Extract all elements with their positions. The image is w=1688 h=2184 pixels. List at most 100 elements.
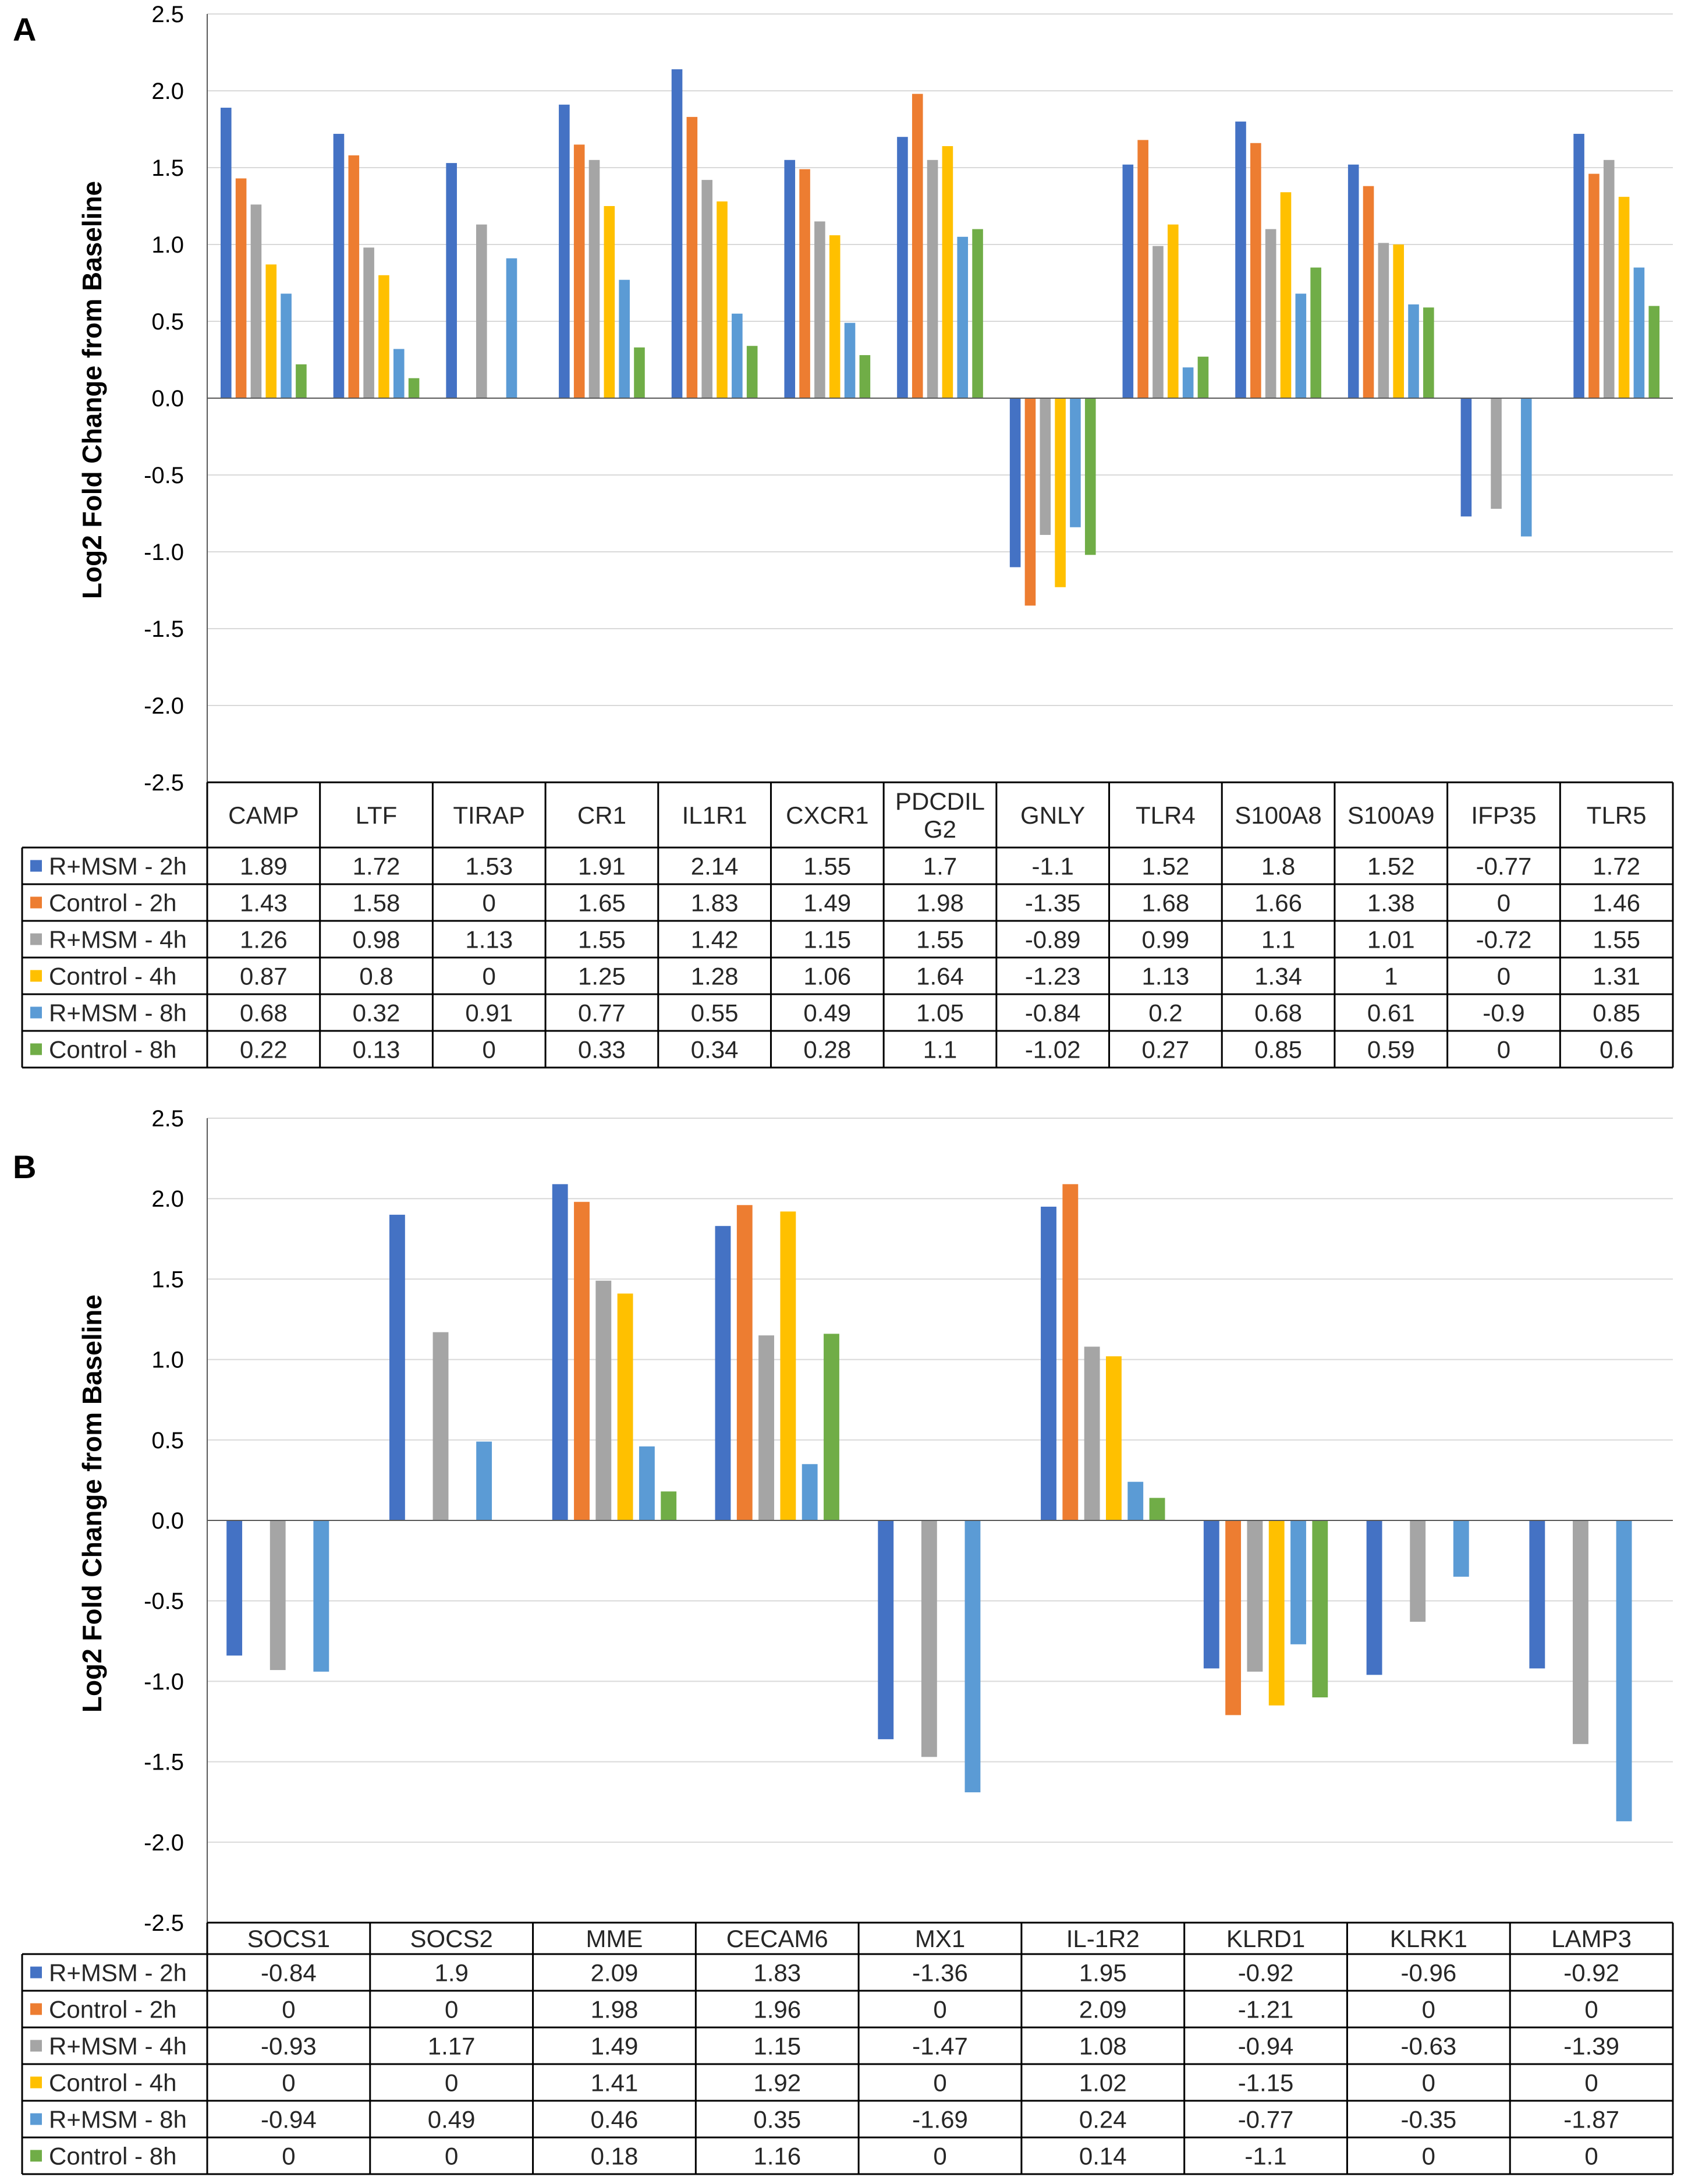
bar-il-1r2-r-msm-8h <box>1127 1481 1144 1520</box>
category-label: G2 <box>924 816 956 843</box>
data-value: 0.55 <box>691 999 739 1027</box>
bar-ltf-control-2h <box>348 155 360 398</box>
bar-s100a8-r-msm-8h <box>1295 293 1307 398</box>
bar-cxcr1-r-msm-2h <box>784 159 796 398</box>
bar-pdcdilg2-control-2h <box>912 94 923 398</box>
data-value: 0.6 <box>1600 1036 1633 1063</box>
category-label: PDCDIL <box>895 788 985 815</box>
data-value: 1.55 <box>578 926 626 953</box>
bar-mme-r-msm-8h <box>639 1446 655 1520</box>
data-value: -1.69 <box>912 2106 968 2133</box>
data-value: 0 <box>483 1036 496 1063</box>
legend-label: Control - 8h <box>49 1036 176 1063</box>
data-value: -0.77 <box>1238 2106 1294 2133</box>
data-value: -0.96 <box>1400 1959 1456 1987</box>
data-value: 0.68 <box>1254 999 1302 1027</box>
bar-tlr5-r-msm-8h <box>1633 267 1645 398</box>
data-value: 0 <box>1422 2069 1435 2097</box>
category-label: CXCR1 <box>786 802 868 829</box>
data-value: 0 <box>1422 2143 1435 2170</box>
bar-pdcdilg2-control-4h <box>942 146 953 399</box>
data-value: 1.1 <box>1261 926 1295 953</box>
data-value: -1.87 <box>1563 2106 1619 2133</box>
data-value: 1.58 <box>353 889 400 917</box>
bar-lamp3-r-msm-2h <box>1529 1520 1545 1669</box>
data-value: 2.09 <box>1079 1996 1127 2023</box>
bar-cxcr1-control-4h <box>829 235 841 398</box>
data-value: 0 <box>933 2069 946 2097</box>
bar-gnly-control-4h <box>1055 398 1066 587</box>
data-value: -0.72 <box>1476 926 1532 953</box>
bar-socs1-r-msm-4h <box>269 1520 286 1671</box>
data-value: 0.46 <box>591 2106 639 2133</box>
data-value: 1.49 <box>591 2033 639 2060</box>
data-value: 2.09 <box>591 1959 639 1987</box>
y-tick-label: -0.5 <box>144 1589 184 1614</box>
bar-tlr5-control-8h <box>1648 306 1660 398</box>
bar-cecam6-control-4h <box>780 1211 796 1520</box>
bar-s100a9-r-msm-4h <box>1378 243 1389 398</box>
bar-ltf-r-msm-8h <box>393 349 405 398</box>
data-value: 1.55 <box>803 853 851 880</box>
category-label: IL-1R2 <box>1066 1925 1140 1952</box>
data-value: 1.02 <box>1079 2069 1127 2097</box>
bar-klrd1-control-2h <box>1225 1520 1242 1715</box>
bar-s100a9-r-msm-8h <box>1408 304 1419 398</box>
bar-pdcdilg2-control-8h <box>972 229 983 398</box>
data-value: 1.43 <box>240 889 288 917</box>
bar-mme-r-msm-2h <box>552 1184 568 1520</box>
data-value: 1.53 <box>465 853 513 880</box>
category-label: SOCS2 <box>410 1925 492 1952</box>
data-value: 0 <box>1422 1996 1435 2023</box>
data-value: -0.84 <box>1025 999 1081 1027</box>
data-value: 1.55 <box>1593 926 1640 953</box>
data-value: 1.15 <box>753 2033 801 2060</box>
bar-socs2-r-msm-8h <box>476 1441 492 1520</box>
bar-cr1-control-8h <box>634 347 645 398</box>
bar-mx1-r-msm-4h <box>921 1520 937 1757</box>
data-value: 0.77 <box>578 999 626 1027</box>
chart-a: 2.5 2.0 1.5 1.0 0.5 0.0 -0.5 -1.0 -1.5 -2.0 -2.5 CA… <box>21 2 1674 1069</box>
data-value: 1.16 <box>753 2143 801 2170</box>
bar-s100a8-control-4h <box>1280 192 1292 398</box>
bar-il1r1-r-msm-4h <box>701 180 712 398</box>
data-value: 0.61 <box>1367 999 1415 1027</box>
bar-klrd1-r-msm-8h <box>1290 1520 1306 1644</box>
data-value: 0 <box>1497 889 1510 917</box>
bar-tirap-r-msm-2h <box>446 163 457 398</box>
category-label: CECAM6 <box>726 1925 828 1952</box>
data-value: 1.66 <box>1254 889 1302 917</box>
bar-s100a9-control-8h <box>1423 307 1434 398</box>
data-value: 1.52 <box>1367 853 1415 880</box>
y-tick-label: -1.5 <box>144 1750 184 1775</box>
bar-cr1-r-msm-4h <box>588 159 600 398</box>
legend-label: Control - 4h <box>49 963 176 990</box>
data-value: 0.35 <box>753 2106 801 2133</box>
y-tick-label: 0.5 <box>151 309 184 335</box>
bar-gnly-r-msm-4h <box>1040 398 1051 535</box>
data-value: 0 <box>933 2143 946 2170</box>
data-value: 0.68 <box>240 999 288 1027</box>
bar-tlr4-control-8h <box>1197 356 1209 398</box>
legend-key <box>30 860 42 872</box>
data-value: 1.91 <box>578 853 626 880</box>
data-value: 0.87 <box>240 963 288 990</box>
bar-s100a9-r-msm-2h <box>1347 164 1359 398</box>
data-value: 1.26 <box>240 926 288 953</box>
data-value: 1.34 <box>1254 963 1302 990</box>
data-value: -0.35 <box>1400 2106 1456 2133</box>
y-tick-label: 0.0 <box>151 1508 184 1534</box>
bar-cxcr1-r-msm-8h <box>844 322 856 398</box>
data-value: 1.17 <box>428 2033 476 2060</box>
bar-gnly-control-8h <box>1084 398 1096 555</box>
y-tick-label: 2.0 <box>151 79 184 104</box>
bar-camp-r-msm-2h <box>220 108 232 399</box>
data-value: 0.85 <box>1254 1036 1302 1063</box>
bar-cr1-control-2h <box>573 144 585 398</box>
bar-tirap-r-msm-8h <box>506 258 517 398</box>
bar-il-1r2-control-8h <box>1149 1498 1165 1520</box>
category-label: TIRAP <box>453 802 525 829</box>
legend-label: Control - 8h <box>49 2143 176 2170</box>
chart-b: 2.5 2.0 1.5 1.0 0.5 0.0 -0.5 -1.0 -1.5 -2.0 -2.5 SO… <box>21 1106 1674 2175</box>
data-value: -1.36 <box>912 1959 968 1987</box>
